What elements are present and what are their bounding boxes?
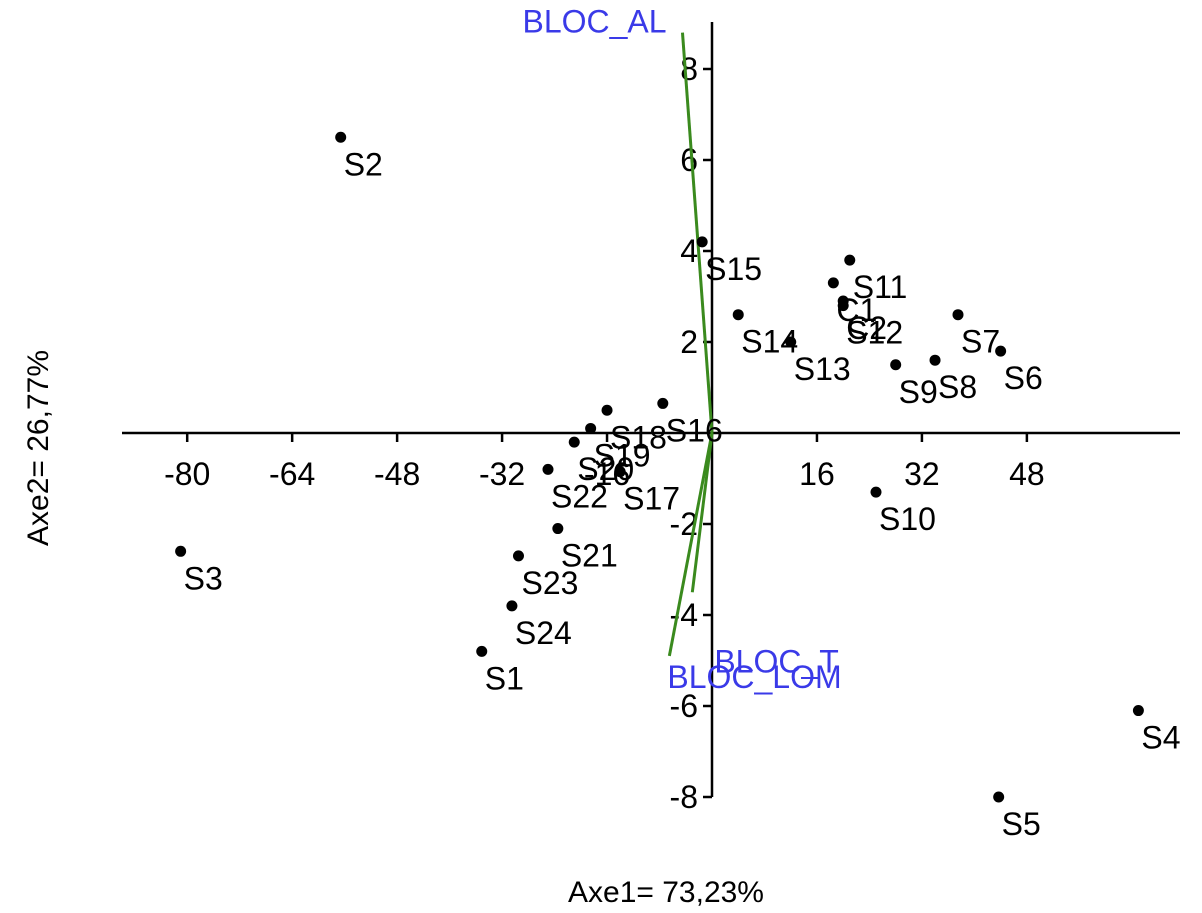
- vector-label: BLOC_T: [714, 643, 838, 679]
- point-label: S24: [515, 615, 572, 651]
- data-point: [657, 397, 669, 409]
- x-tick-label: 48: [1009, 456, 1045, 492]
- point-label: S14: [741, 324, 798, 360]
- x-tick-label: -64: [269, 456, 315, 492]
- data-point: [568, 436, 580, 448]
- x-tick-label: -80: [164, 456, 210, 492]
- point-label: S11: [853, 269, 908, 305]
- data-point: [890, 359, 902, 371]
- point-label: S21: [561, 538, 618, 574]
- data-point: [175, 545, 187, 557]
- point-label: S2: [344, 146, 383, 182]
- data-point: [601, 404, 613, 416]
- data-point: [837, 295, 849, 307]
- point-label: C2: [846, 310, 887, 346]
- vector-arrow: [667, 432, 714, 657]
- observation-points: S1S2S3S4S5S6S7S8S9S10S11S12S13S14S15S16S…: [175, 131, 1181, 842]
- data-point: [1132, 705, 1144, 717]
- point-label: S9: [899, 374, 938, 410]
- point-label: S13: [794, 351, 851, 387]
- point-label: S10: [879, 501, 936, 537]
- data-point: [870, 486, 882, 498]
- data-point: [785, 336, 797, 348]
- data-point: [993, 791, 1005, 803]
- point-label: S3: [184, 560, 223, 596]
- point-label: S16: [666, 412, 723, 448]
- x-axis-ticks: -80 -64 -48 -32 -16 16 32 48: [164, 433, 1045, 492]
- axes: [122, 22, 1180, 797]
- y-tick-label: 6: [680, 142, 698, 178]
- vector-label: BLOC_AL: [522, 4, 666, 40]
- data-point: [614, 466, 626, 478]
- data-point: [542, 463, 554, 475]
- x-tick-label: 32: [904, 456, 940, 492]
- data-point: [929, 354, 941, 366]
- y-tick-label: 2: [680, 324, 698, 360]
- data-point: [552, 523, 564, 535]
- point-label: S6: [1004, 360, 1043, 396]
- y-tick-label: -6: [670, 688, 698, 724]
- y-axis-title: Axe2= 26,77%: [22, 350, 55, 546]
- point-label: S12: [846, 315, 903, 351]
- data-point: [732, 309, 744, 321]
- data-point: [952, 309, 964, 321]
- y-tick-label: -8: [670, 779, 698, 815]
- x-axis-title: Axe1= 73,23%: [568, 876, 764, 909]
- y-tick-label: 4: [680, 233, 698, 269]
- vector-label: BLOC_LOM: [667, 659, 841, 695]
- point-label: S18: [610, 419, 667, 455]
- point-label: S22: [551, 478, 608, 514]
- point-label: S1: [485, 660, 524, 696]
- data-point: [995, 345, 1007, 357]
- point-label: S5: [1002, 806, 1041, 842]
- point-label: S8: [938, 369, 977, 405]
- point-label: S15: [705, 251, 762, 287]
- point-label: S4: [1141, 720, 1180, 756]
- x-tick-label: 16: [799, 456, 835, 492]
- vector-arrow: [680, 32, 714, 434]
- x-tick-label: -32: [479, 456, 525, 492]
- point-label: S19: [594, 437, 651, 473]
- point-label: S20: [577, 451, 634, 487]
- vector-arrow: [690, 432, 714, 593]
- point-label: S23: [521, 565, 578, 601]
- data-point: [512, 550, 524, 562]
- data-point: [827, 277, 839, 289]
- data-point: [696, 236, 708, 248]
- data-point: [476, 645, 488, 657]
- data-point: [506, 600, 518, 612]
- x-tick-label: -48: [374, 456, 420, 492]
- point-label: S17: [623, 481, 680, 517]
- data-point: [844, 254, 856, 266]
- data-point: [585, 422, 597, 434]
- data-point: [335, 131, 347, 143]
- point-label: S7: [961, 324, 1000, 360]
